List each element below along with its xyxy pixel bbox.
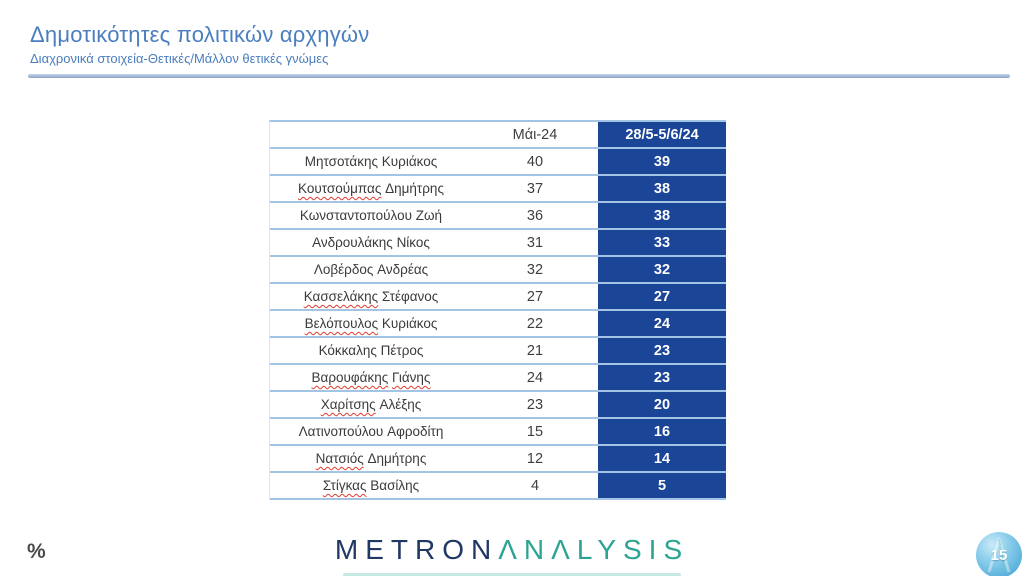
page-subtitle: Διαχρονικά στοιχεία-Θετικές/Μάλλον θετικ…	[30, 51, 329, 66]
politician-name-word: Στέφανος	[381, 289, 439, 304]
page-number: 15	[990, 546, 1008, 564]
logo-underline	[343, 573, 681, 576]
table-row: Λατινοπούλου Αφροδίτη 15 16	[270, 419, 726, 446]
politician-name-cell: Βελόπουλος Κυριάκος	[270, 311, 472, 336]
mai24-value-cell: 40	[526, 153, 544, 170]
table-row: Κασσελάκης Στέφανος 27 27	[270, 284, 726, 311]
politician-name-word: Χαρίτσης	[320, 397, 376, 412]
politician-name-word: Κωνσταντοπούλου	[299, 208, 412, 223]
politician-name-word: Ανδρέας	[377, 262, 429, 277]
header-empty-cell	[270, 122, 472, 147]
politician-name-word: Βελόπουλος	[304, 316, 379, 331]
mai24-value-cell: 37	[526, 180, 544, 197]
mai24-value-cell: 22	[526, 315, 544, 332]
header-mai24: Μάι-24	[512, 126, 558, 143]
politician-name-word: Κυριάκος	[381, 316, 438, 331]
table-row: Νατσιός Δημήτρης 12 14	[270, 446, 726, 473]
politician-name-word: Κυριάκος	[381, 154, 438, 169]
mai24-value-cell: 27	[526, 288, 544, 305]
table-header-row: Μάι-24 28/5-5/6/24	[270, 122, 726, 149]
politician-name-word: Ζωή	[415, 208, 443, 223]
jun24-value-cell: 33	[598, 230, 726, 255]
jun24-value-cell: 39	[598, 149, 726, 174]
mai24-value-cell: 12	[526, 450, 544, 467]
politician-name-cell: Βαρουφάκης Γιάνης	[270, 365, 472, 390]
mai24-value-cell: 31	[526, 234, 544, 251]
mai24-value-cell: 4	[530, 477, 540, 494]
table-row: Κωνσταντοπούλου Ζωή 36 38	[270, 203, 726, 230]
politician-name-cell: Νατσιός Δημήτρης	[270, 446, 472, 471]
jun24-value-cell: 23	[598, 338, 726, 363]
table-row: Χαρίτσης Αλέξης 23 20	[270, 392, 726, 419]
jun24-value-cell: 24	[598, 311, 726, 336]
table-row: Κόκκαλης Πέτρος 21 23	[270, 338, 726, 365]
table-row: Βαρουφάκης Γιάνης 24 23	[270, 365, 726, 392]
jun24-value-cell: 16	[598, 419, 726, 444]
table-body: Μητσοτάκης Κυριάκος 40 39 Κουτσούμπας Δημήτ…	[270, 149, 726, 500]
politician-name-cell: Χαρίτσης Αλέξης	[270, 392, 472, 417]
politician-name-cell: Κουτσούμπας Δημήτρης	[270, 176, 472, 201]
politician-name-cell: Μητσοτάκης Κυριάκος	[270, 149, 472, 174]
politician-name-word: Νίκος	[396, 235, 430, 250]
politician-name-word: Γιάνης	[392, 370, 431, 385]
mai24-value-cell: 36	[526, 207, 544, 224]
politician-name-word: Βασίλης	[370, 478, 420, 493]
politician-name-cell: Κόκκαλης Πέτρος	[270, 338, 472, 363]
politician-name-word: Στίγκας	[322, 478, 367, 493]
politician-name-word: Δημήτρης	[385, 181, 444, 196]
politician-name-word: Κουτσούμπας	[298, 181, 382, 196]
table-row: Στίγκας Βασίλης 4 5	[270, 473, 726, 500]
jun24-value-cell: 14	[598, 446, 726, 471]
metron-analysis-logo: METRONΛNΛLYSIS	[335, 534, 689, 566]
politician-name-word: Ανδρουλάκης	[312, 235, 393, 250]
politician-name-cell: Κασσελάκης Στέφανος	[270, 284, 472, 309]
jun24-value-cell: 20	[598, 392, 726, 417]
politician-name-word: Κόκκαλης	[318, 343, 377, 358]
logo-metron-text: METRON	[334, 534, 499, 565]
page-title: Δημοτικότητες πολιτικών αρχηγών	[30, 22, 370, 47]
jun24-value-cell: 38	[598, 203, 726, 228]
table-row: Κουτσούμπας Δημήτρης 37 38	[270, 176, 726, 203]
table-row: Μητσοτάκης Κυριάκος 40 39	[270, 149, 726, 176]
politician-name-word: Λοβέρδος	[313, 262, 374, 277]
politician-name-word: Βαρουφάκης	[311, 370, 389, 385]
jun24-value-cell: 23	[598, 365, 726, 390]
logo-analysis-text: ΛNΛLYSIS	[498, 534, 690, 565]
politician-name-word: Λατινοπούλου	[298, 424, 384, 439]
jun24-value-cell: 38	[598, 176, 726, 201]
politician-name-cell: Λατινοπούλου Αφροδίτη	[270, 419, 472, 444]
politician-name-cell: Στίγκας Βασίλης	[270, 473, 472, 498]
table-row: Βελόπουλος Κυριάκος 22 24	[270, 311, 726, 338]
popularity-table: Μάι-24 28/5-5/6/24 Μητσοτάκης Κυριάκος 40…	[269, 120, 726, 500]
politician-name-word: Νατσιός	[315, 451, 364, 466]
percent-label: %	[27, 540, 46, 563]
title-divider	[28, 74, 1010, 78]
politician-name-word: Μητσοτάκης	[304, 154, 378, 169]
politician-name-word: Πέτρος	[380, 343, 424, 358]
politician-name-word: Αλέξης	[379, 397, 422, 412]
page-number-badge: 15	[976, 532, 1022, 576]
jun24-value-cell: 27	[598, 284, 726, 309]
politician-name-cell: Κωνσταντοπούλου Ζωή	[270, 203, 472, 228]
politician-name-cell: Λοβέρδος Ανδρέας	[270, 257, 472, 282]
politician-name-cell: Ανδρουλάκης Νίκος	[270, 230, 472, 255]
politician-name-word: Αφροδίτη	[387, 424, 444, 439]
lambda-watermark-icon	[987, 537, 1011, 573]
politician-name-word: Κασσελάκης	[303, 289, 379, 304]
mai24-value-cell: 24	[526, 369, 544, 386]
politician-name-word: Δημήτρης	[367, 451, 427, 466]
table-row: Λοβέρδος Ανδρέας 32 32	[270, 257, 726, 284]
jun24-value-cell: 32	[598, 257, 726, 282]
mai24-value-cell: 32	[526, 261, 544, 278]
header-jun24: 28/5-5/6/24	[598, 122, 726, 147]
jun24-value-cell: 5	[598, 473, 726, 498]
mai24-value-cell: 21	[526, 342, 544, 359]
mai24-value-cell: 15	[526, 423, 544, 440]
mai24-value-cell: 23	[526, 396, 544, 413]
table-row: Ανδρουλάκης Νίκος 31 33	[270, 230, 726, 257]
